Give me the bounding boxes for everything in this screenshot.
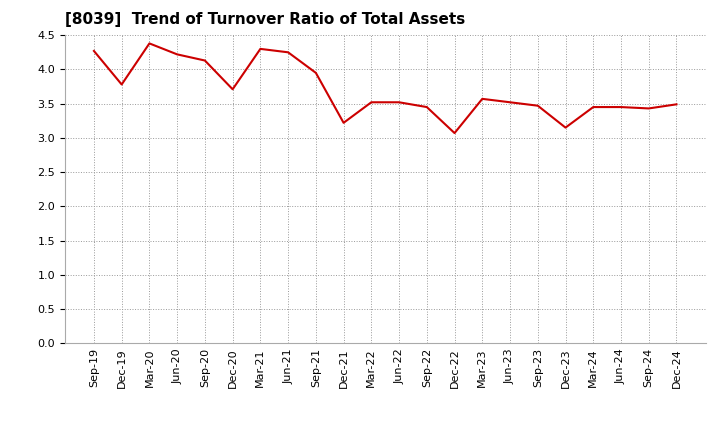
Text: [8039]  Trend of Turnover Ratio of Total Assets: [8039] Trend of Turnover Ratio of Total … <box>65 12 465 27</box>
